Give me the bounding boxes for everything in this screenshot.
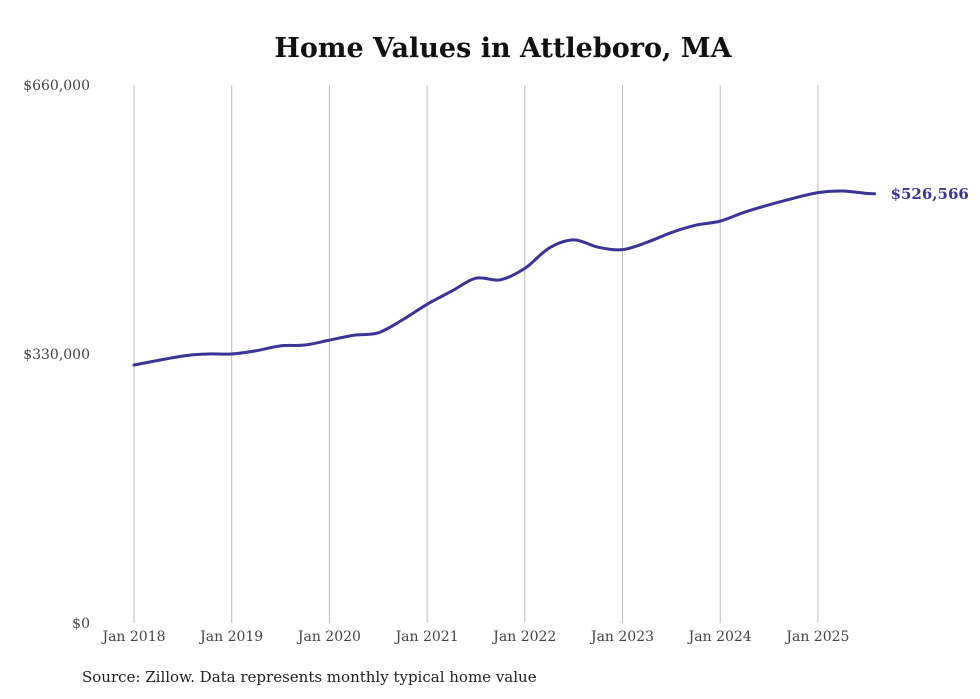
x-tick-label: Jan 2018 bbox=[100, 629, 165, 645]
y-tick-label: $0 bbox=[72, 616, 90, 632]
x-tick-label: Jan 2021 bbox=[394, 629, 459, 645]
end-value-label: $526,566 bbox=[891, 185, 969, 203]
y-tick-label: $660,000 bbox=[23, 78, 90, 94]
x-tick-label: Jan 2020 bbox=[296, 629, 361, 645]
series-line bbox=[132, 189, 877, 367]
y-tick-label: $330,000 bbox=[23, 347, 90, 363]
x-tick-label: Jan 2023 bbox=[589, 629, 654, 645]
x-tick-label: Jan 2025 bbox=[784, 629, 849, 645]
x-tick-label: Jan 2022 bbox=[491, 629, 556, 645]
x-tick-label: Jan 2024 bbox=[687, 629, 752, 645]
chart-title: Home Values in Attleboro, MA bbox=[274, 33, 732, 64]
source-note: Source: Zillow. Data represents monthly … bbox=[82, 668, 537, 686]
x-tick-label: Jan 2019 bbox=[198, 629, 263, 645]
